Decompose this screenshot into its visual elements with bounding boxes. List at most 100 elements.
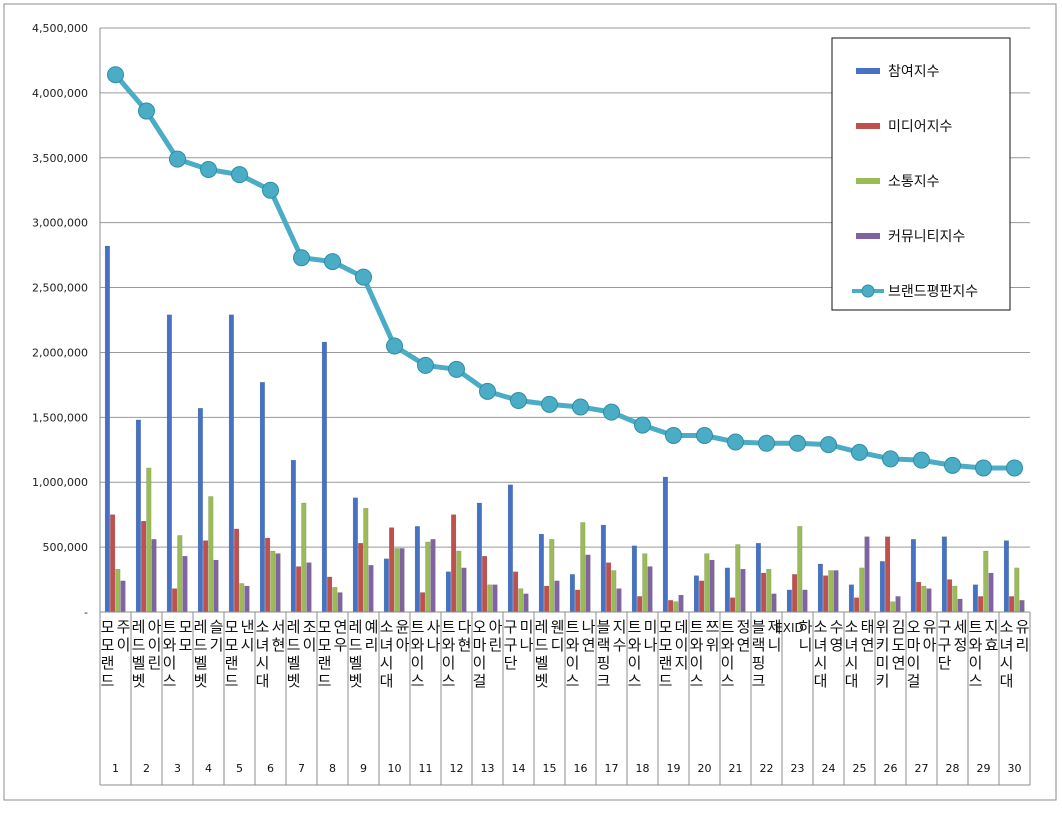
category-label-char: 와: [628, 636, 642, 654]
category-label-char: 트: [411, 618, 425, 636]
line-series: [107, 66, 1023, 477]
category-label-char: 와: [690, 636, 704, 654]
category-label-char: 녀: [1000, 636, 1014, 654]
bar-3-0: [120, 580, 126, 613]
line-point-4-24: [851, 443, 868, 461]
rank-label: 14: [512, 762, 526, 775]
category-label-char: 벳: [535, 672, 549, 690]
legend-label-2: 소통지수: [888, 174, 940, 190]
rank-label: 29: [977, 762, 991, 775]
bar-3-27: [957, 598, 963, 613]
line-point-4-29: [1006, 459, 1023, 477]
rank-label: 23: [791, 762, 805, 775]
line-point-4-20: [727, 433, 744, 451]
bar-1-20: [730, 597, 736, 613]
category-label-char: 녀: [814, 636, 828, 654]
category-label-char: 레: [132, 618, 146, 636]
category-label-char: 이: [907, 654, 921, 672]
category-label-char: 드: [225, 672, 239, 690]
y-axis-tick-labels: 4,500,000 4,000,000 3,500,000 3,000,000 2,50…: [32, 22, 88, 619]
rank-label: 25: [853, 762, 867, 775]
category-label-char: 세: [954, 618, 968, 636]
category-label-char: 지: [675, 654, 689, 672]
category-label-char: 시: [241, 636, 255, 654]
category-label-char: 나: [520, 636, 534, 654]
category-label-char: 린: [148, 654, 162, 672]
category-label-char: 리: [365, 636, 379, 654]
bar-3-11: [461, 567, 467, 613]
bar-0-19: [693, 575, 699, 613]
bar-0-2: [166, 314, 172, 613]
bar-0-18: [662, 476, 668, 613]
bar-0-3: [197, 408, 203, 613]
rank-label: 15: [543, 762, 557, 775]
category-label-char: 랜: [101, 654, 115, 672]
category-label-char: 트: [690, 618, 704, 636]
category-label-char: 키: [876, 672, 890, 690]
legend-swatch-1: [856, 123, 880, 129]
y-tick-label: 3,000,000: [32, 217, 88, 230]
category-label-char: 이: [675, 636, 689, 654]
category-label-char: 이: [117, 636, 131, 654]
bar-0-17: [631, 545, 637, 613]
category-label-char: 녀: [845, 636, 859, 654]
category-label-char: 녀: [380, 636, 394, 654]
rank-label: 18: [636, 762, 650, 775]
line-point-4-0: [107, 66, 124, 84]
bar-1-6: [296, 566, 302, 613]
bar-3-21: [771, 593, 777, 613]
bar-1-28: [978, 596, 984, 613]
line-point-4-9: [386, 337, 403, 355]
bar-3-28: [988, 572, 994, 613]
category-label-char: 소: [256, 618, 270, 636]
bar-1-13: [513, 571, 519, 613]
category-label-char: 연: [582, 636, 596, 654]
category-label-char: 모: [179, 636, 193, 654]
bar-0-15: [569, 574, 575, 613]
line-point-4-10: [417, 356, 434, 374]
category-label-char: 위: [876, 618, 890, 636]
bar-0-20: [724, 567, 730, 613]
category-label-char: 레: [287, 618, 301, 636]
category-label-char: 미: [520, 618, 534, 636]
category-label-char: 벨: [287, 654, 301, 672]
category-label-char: 소: [1000, 618, 1014, 636]
bar-1-0: [110, 514, 116, 613]
bar-0-13: [507, 484, 513, 613]
category-label-char: 예: [365, 618, 379, 636]
category-label-char: 랜: [318, 654, 332, 672]
category-label-char: 유: [923, 618, 937, 636]
bar-3-23: [833, 570, 839, 613]
category-label-char: 트: [721, 618, 735, 636]
bar-0-25: [879, 561, 885, 613]
category-label-char: 벨: [535, 654, 549, 672]
bar-2-11: [456, 550, 462, 613]
category-label-char: 모: [179, 618, 193, 636]
category-label-char: 이: [628, 654, 642, 672]
line-point-4-6: [293, 249, 310, 267]
category-label-char: 시: [1000, 654, 1014, 672]
bar-3-3: [213, 559, 219, 613]
category-label-char: 지: [613, 618, 627, 636]
category-label-char: 랙: [597, 636, 611, 654]
category-label-char: 연: [892, 654, 906, 672]
bar-2-3: [208, 496, 214, 613]
category-label-char: 데: [675, 618, 689, 636]
category-label-char: 모: [318, 618, 332, 636]
category-label-char: 오: [907, 618, 921, 636]
bar-0-21: [755, 543, 761, 613]
category-label-char: 스: [163, 672, 177, 690]
line-point-4-17: [634, 416, 651, 434]
rank-label: 21: [729, 762, 743, 775]
rank-label: 24: [822, 762, 836, 775]
category-label-char: 대: [380, 672, 394, 690]
